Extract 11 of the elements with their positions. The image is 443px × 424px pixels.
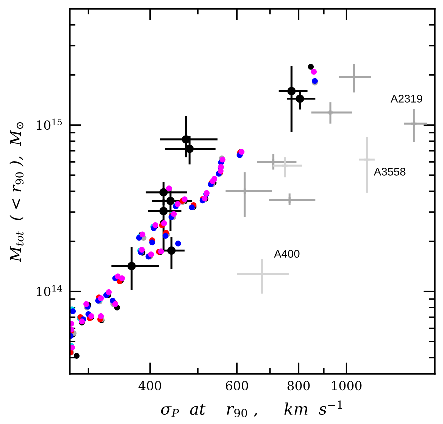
y-tick-label: 10$^{15}$ (37, 118, 62, 130)
x-axis-title: σ$_{P}$ at r$_{90}$ , km s$^{−1}$ (161, 400, 342, 418)
annotation: A400 (274, 250, 300, 258)
x-tick-label: 400 (138, 381, 162, 391)
annotation: A2319 (390, 95, 422, 103)
y-tick-label: 10$^{14}$ (37, 285, 62, 297)
x-tick-label: 600 (226, 381, 248, 391)
annotation: A3558 (374, 168, 406, 176)
x-tick-label: 1000 (332, 381, 362, 391)
x-tick-label: 800 (288, 381, 310, 391)
y-axis-title: M$_{tot}$ ( < r$_{90}$ ), M$_{⊙}$ (10, 122, 24, 262)
